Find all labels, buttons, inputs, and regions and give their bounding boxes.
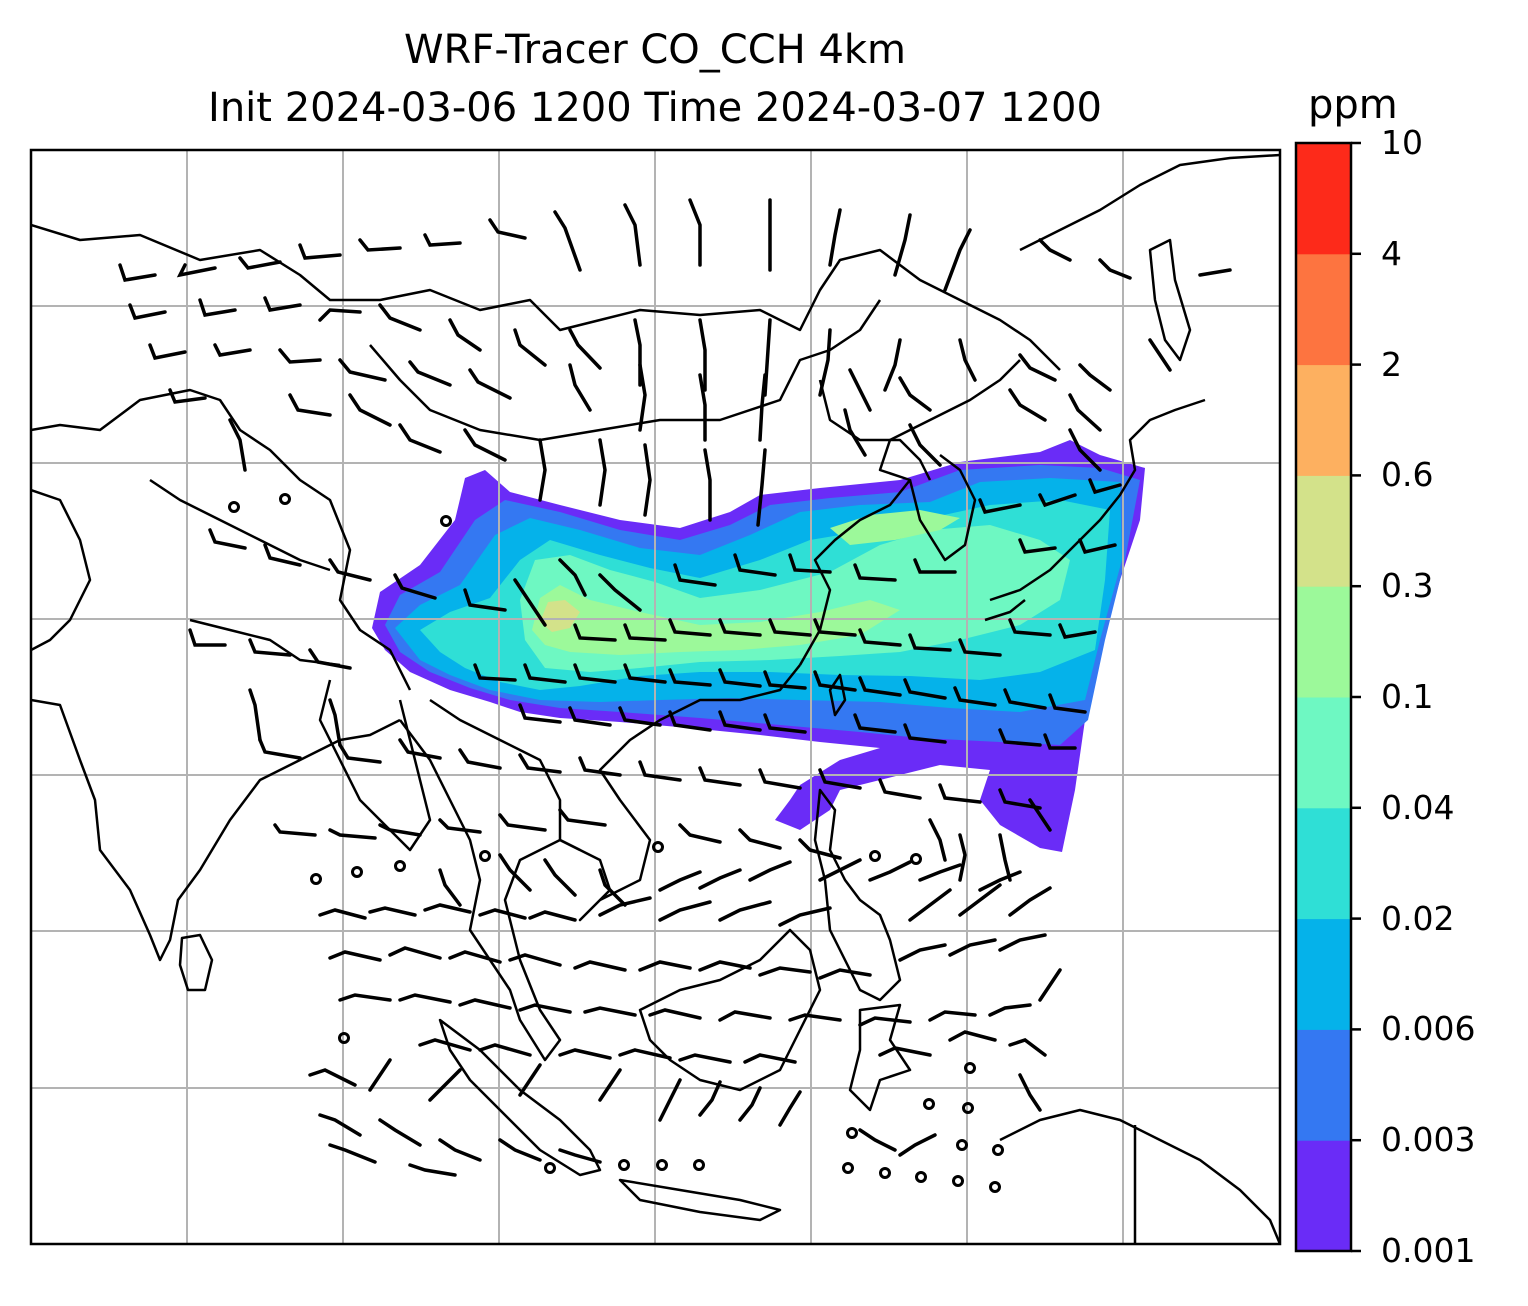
border-north [31,223,1061,371]
coastline-newguinea [999,1108,1280,1244]
calm-wind-markers [228,493,1004,1193]
border-southasia [31,488,92,652]
coastline-india [31,698,401,962]
colorbar-tick-label: 0.6 [1381,455,1434,495]
colorbar-tick-label: 0.001 [1381,1231,1476,1270]
colorbar-tick-label: 0.006 [1381,1009,1476,1049]
tracer-plume [372,440,1145,852]
plume-level-6 [532,585,900,655]
colorbar-tick-label: 0.02 [1381,898,1455,938]
coastline-taiwan [828,673,847,717]
border-myanmar [318,679,432,852]
border-nepal [189,618,341,667]
colorbar-bin [1296,1029,1351,1141]
map-panel [31,150,1280,1244]
map-frame [29,148,1282,1246]
border-china-west [31,388,412,691]
colorbar-bin [1296,475,1351,587]
colorbar-ticks [1351,141,1361,1253]
colorbar-bin [1296,364,1351,476]
colorbar-tick-label: 10 [1381,123,1423,162]
colorbar-tick-label: 0.3 [1381,566,1434,606]
coastline-indochina [399,664,801,1062]
coastline-japan [989,398,1206,602]
coastline-sumatra [438,1018,602,1177]
coastline-japan-south [984,599,1026,622]
coastline-china-east [798,359,1021,666]
coastline-srilanka [178,933,214,992]
coastline-korea [908,454,977,562]
chart-title: WRF-Tracer CO_CCH 4km [403,27,907,73]
colorbar [1296,143,1351,1252]
colorbar-bin [1296,807,1351,920]
colorbar-tick-label: 0.04 [1381,787,1455,827]
chart-subtitle: Init 2024-03-06 1200 Time 2024-03-07 120… [208,85,1102,131]
coastline-philippines [813,788,902,1002]
coastlines [31,153,1280,1244]
colorbar-bin [1296,697,1351,809]
coastline-sulawesi [848,1003,912,1112]
coastline-sakhalin [1148,238,1192,362]
colorbar-bin [1296,253,1351,366]
coastline-java [618,1178,782,1222]
colorbar-tick-label: 0.1 [1381,677,1434,716]
colorbar-bin [1296,918,1351,1030]
wind-barbs [118,198,1232,1177]
colorbar-tick-label: 4 [1381,233,1402,273]
colorbar-unit: ppm [1308,82,1398,128]
colorbar-bin [1296,1140,1351,1252]
border-central-asia [149,478,331,572]
colorbar-bin [1296,143,1351,255]
border-manchuria [818,379,932,481]
colorbar-tick-label: 0.003 [1381,1120,1476,1160]
coastline-russia-east [1019,153,1280,252]
colorbar-bin [1296,586,1351,698]
plume-level-7 [540,600,580,632]
border-laos-vietnam [429,698,581,852]
colorbar-tick-label: 2 [1381,344,1402,384]
coastline-borneo [638,928,822,1092]
